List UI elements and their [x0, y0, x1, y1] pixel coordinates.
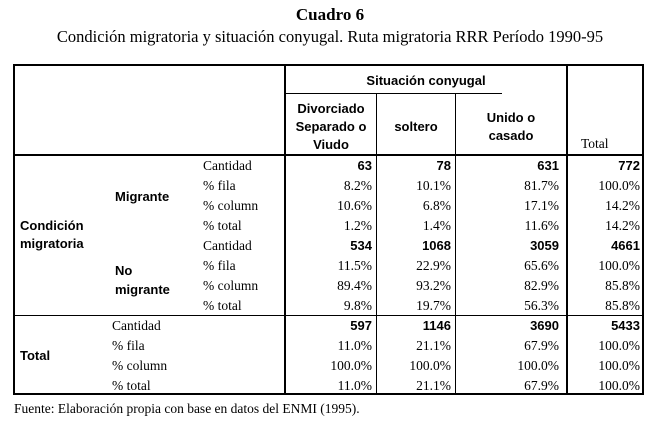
cell-col-unido: 631 [537, 158, 559, 173]
cell-col-soltero: 21.1% [416, 378, 451, 393]
col-divider-2 [455, 94, 456, 393]
cell-col-soltero: 19.7% [416, 298, 451, 313]
cell-col-unido: 67.9% [524, 338, 559, 353]
row-group-condicion-migratoria: Condición migratoria [20, 218, 84, 251]
cell-col-total: 5433 [611, 318, 640, 333]
cell-col-total: 100.0% [598, 178, 640, 193]
col-header-divorciado: Divorciado Separado o Viudo [295, 101, 367, 152]
cell-col-soltero: 1.4% [422, 218, 451, 233]
cell-col-soltero: 93.2% [416, 278, 451, 293]
cell-col-soltero: 1146 [422, 318, 451, 333]
cell-col-divorciado: 534 [350, 238, 372, 253]
cell-col-unido: 65.6% [524, 258, 559, 273]
cell-col-soltero: 100.0% [409, 358, 451, 373]
measure-label: % total [112, 378, 151, 393]
cell-col-total: 100.0% [598, 378, 640, 393]
cell-col-soltero: 21.1% [416, 338, 451, 353]
cell-col-unido: 100.0% [517, 358, 559, 373]
cell-col-total: 100.0% [598, 258, 640, 273]
cell-col-divorciado: 100.0% [330, 358, 372, 373]
crosstab-table: Situación conyugal Divorciado Separado o… [13, 64, 644, 395]
cell-col-total: 772 [618, 158, 640, 173]
cell-col-total: 100.0% [598, 358, 640, 373]
cell-col-soltero: 10.1% [416, 178, 451, 193]
col-header-unido: Unido o casado [486, 110, 536, 143]
measure-label: % column [112, 358, 168, 373]
row-header-divider [284, 66, 286, 393]
cell-col-divorciado: 11.0% [337, 338, 372, 353]
row-label-total: Total [20, 348, 51, 363]
header-rule [286, 93, 502, 94]
total-col-divider [566, 66, 568, 393]
cell-col-divorciado: 11.5% [337, 258, 372, 273]
measure-label: Cantidad [203, 158, 252, 173]
cell-col-divorciado: 1.2% [343, 218, 372, 233]
measure-label: Cantidad [203, 238, 252, 253]
cell-col-divorciado: 8.2% [343, 178, 372, 193]
col-header-total: Total [581, 136, 609, 151]
measure-label: % total [203, 298, 242, 313]
cell-col-divorciado: 597 [350, 318, 372, 333]
cell-col-unido: 3059 [530, 238, 559, 253]
header-bottom-rule [15, 154, 642, 156]
cell-col-unido: 82.9% [524, 278, 559, 293]
cell-col-unido: 11.6% [524, 218, 559, 233]
measure-label: % fila [203, 178, 236, 193]
table-number: Cuadro 6 [295, 5, 365, 24]
col-header-soltero: soltero [394, 119, 438, 134]
cell-col-unido: 3690 [530, 318, 559, 333]
cell-col-total: 100.0% [598, 338, 640, 353]
row-label-migrante: Migrante [115, 189, 170, 204]
cell-col-unido: 81.7% [524, 178, 559, 193]
cell-col-soltero: 1068 [422, 238, 451, 253]
group-header-situacion-conyugal: Situación conyugal [366, 73, 486, 88]
cell-col-divorciado: 11.0% [337, 378, 372, 393]
cell-col-soltero: 78 [436, 158, 451, 173]
measure-label: Cantidad [112, 318, 161, 333]
measure-label: % column [203, 278, 259, 293]
cell-col-unido: 67.9% [524, 378, 559, 393]
cell-col-divorciado: 63 [357, 158, 372, 173]
row-label-no-migrante: No migrante [115, 263, 170, 297]
cell-col-total: 14.2% [605, 198, 640, 213]
cell-col-divorciado: 9.8% [343, 298, 372, 313]
col-divider-1 [376, 94, 377, 393]
cell-col-total: 14.2% [605, 218, 640, 233]
measure-label: % fila [112, 338, 145, 353]
cell-col-total: 4661 [611, 238, 640, 253]
source-note: Fuente: Elaboración propia con base en d… [14, 401, 360, 416]
cell-col-soltero: 6.8% [422, 198, 451, 213]
cell-col-unido: 17.1% [524, 198, 559, 213]
cell-col-soltero: 22.9% [416, 258, 451, 273]
measure-label: % column [203, 198, 259, 213]
total-section-rule [15, 315, 642, 316]
measure-label: % total [203, 218, 242, 233]
cell-col-divorciado: 10.6% [337, 198, 372, 213]
cell-col-divorciado: 89.4% [337, 278, 372, 293]
cell-col-unido: 56.3% [524, 298, 559, 313]
measure-label: % fila [203, 258, 236, 273]
table-title: Condición migratoria y situación conyuga… [56, 27, 604, 46]
cell-col-total: 85.8% [605, 278, 640, 293]
cell-col-total: 85.8% [605, 298, 640, 313]
